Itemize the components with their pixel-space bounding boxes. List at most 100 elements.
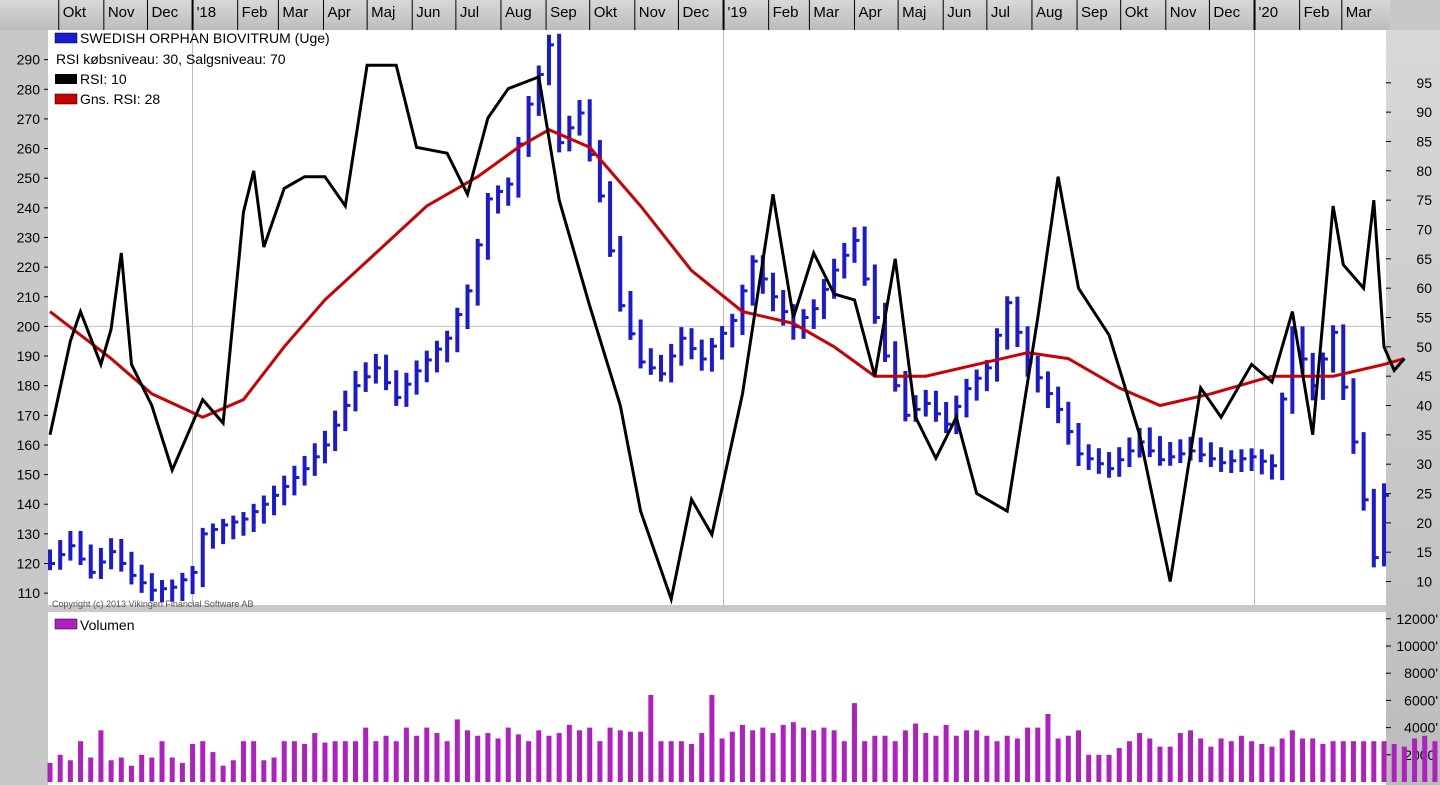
volume-bar xyxy=(1116,748,1122,782)
volume-bar xyxy=(1086,754,1092,782)
y-left-tick-label: 240 xyxy=(17,200,41,216)
volume-tick-label: 12000' xyxy=(1396,611,1438,627)
volume-bar xyxy=(1259,743,1265,782)
x-tick-label: Okt xyxy=(63,4,87,21)
volume-bar xyxy=(1249,741,1255,782)
volume-bar xyxy=(352,741,358,782)
y-right-tick-label: 45 xyxy=(1416,368,1432,384)
volume-bar xyxy=(271,757,277,782)
x-axis-ticks: Okt Nov Dec '18 Feb Mar Apr Maj Jun Jul Aug Sep Okt N… xyxy=(58,0,1372,30)
volume-tick-label: 4000' xyxy=(1404,720,1438,736)
volume-bar xyxy=(88,757,94,782)
volume-bar xyxy=(485,733,491,782)
volume-bar xyxy=(566,724,572,782)
volume-bar xyxy=(302,743,308,782)
volume-bar xyxy=(1188,730,1194,782)
volume-bar xyxy=(465,730,471,782)
x-tick-label: Maj xyxy=(902,4,926,21)
volume-bar xyxy=(607,727,613,782)
volume-bar xyxy=(210,752,216,782)
volume-bar xyxy=(872,735,878,782)
y-right-tick-label: 30 xyxy=(1416,456,1432,472)
volume-bar xyxy=(1310,738,1316,782)
x-tick-label: Aug xyxy=(1036,4,1063,21)
volume-bar xyxy=(78,741,84,782)
volume-bar xyxy=(159,741,165,782)
y-left-tick-label: 190 xyxy=(17,348,41,364)
volume-bar xyxy=(536,730,542,782)
y-right-tick-label: 60 xyxy=(1416,280,1432,296)
x-tick-label: Jul xyxy=(460,4,479,21)
x-tick-label: '20 xyxy=(1259,4,1279,21)
right-axis-strip xyxy=(1386,30,1440,785)
x-tick-label: Okt xyxy=(594,4,618,21)
volume-bar xyxy=(281,741,287,782)
y-left-tick-label: 140 xyxy=(17,496,41,512)
x-tick-label: Mar xyxy=(1346,4,1372,21)
x-tick-label: Feb xyxy=(242,4,268,21)
volume-bar xyxy=(434,733,440,782)
x-tick-label: Jun xyxy=(416,4,440,21)
volume-bar xyxy=(98,730,104,782)
x-tick-label: Nov xyxy=(639,4,666,21)
volume-bar xyxy=(1137,733,1143,782)
volume-bar xyxy=(363,727,369,782)
x-tick-label: Dec xyxy=(682,4,709,21)
y-right-tick-label: 55 xyxy=(1416,310,1432,326)
volume-bar xyxy=(1096,754,1102,782)
volume-bar xyxy=(627,731,633,782)
volume-bar xyxy=(1208,746,1214,782)
volume-bars xyxy=(47,694,1438,782)
volume-bar xyxy=(475,735,481,782)
volume-bar xyxy=(719,738,725,782)
legend-label-avg-rsi: Gns. RSI: 28 xyxy=(80,91,160,107)
volume-bar xyxy=(383,735,389,782)
x-tick-label: '18 xyxy=(197,4,217,21)
y-left-tick-label: 270 xyxy=(17,111,41,127)
volume-bar xyxy=(597,741,603,782)
x-tick-label: Nov xyxy=(1170,4,1197,21)
volume-bar xyxy=(373,741,379,782)
y-right-tick-label: 10 xyxy=(1416,574,1432,590)
y-left-tick-label: 110 xyxy=(18,585,41,601)
y-left-tick-label: 120 xyxy=(17,556,41,572)
volume-bar xyxy=(1361,741,1367,782)
legend-swatch-avg-rsi xyxy=(54,93,78,105)
volume-bar xyxy=(1279,738,1285,782)
x-tick-label: Sep xyxy=(1081,4,1108,21)
y-right-tick-label: 75 xyxy=(1416,192,1432,208)
volume-bar xyxy=(811,730,817,782)
volume-bar xyxy=(902,730,908,782)
price-panel xyxy=(48,30,1386,605)
x-tick-label: Feb xyxy=(1304,4,1330,21)
y-left-tick-label: 150 xyxy=(17,467,41,483)
volume-bar xyxy=(230,760,236,782)
volume-bar xyxy=(862,741,868,782)
volume-bar xyxy=(1004,735,1010,782)
volume-bar xyxy=(1412,738,1418,782)
volume-bar xyxy=(739,724,745,782)
volume-bar xyxy=(139,754,145,782)
x-tick-label: Apr xyxy=(327,4,350,21)
volume-bar xyxy=(515,734,521,782)
y-left-tick-label: 160 xyxy=(17,437,41,453)
volume-bar xyxy=(1014,738,1020,782)
volume-bar xyxy=(444,741,450,782)
x-tick-label: Nov xyxy=(108,4,135,21)
price-legend: SWEDISH ORPHAN BIOVITRUM (Uge) RSI købsn… xyxy=(54,30,330,107)
volume-bar xyxy=(128,765,134,782)
x-tick-label: Jul xyxy=(991,4,1010,21)
volume-bar xyxy=(699,733,705,782)
rsi-line xyxy=(48,63,1406,605)
volume-bar xyxy=(831,730,837,782)
volume-bar xyxy=(251,741,257,782)
volume-bar xyxy=(1065,735,1071,782)
y-left-tick-label: 260 xyxy=(17,141,41,157)
x-axis-strip xyxy=(0,0,1390,30)
volume-bar xyxy=(1025,727,1031,782)
volume-bar xyxy=(1177,733,1183,782)
volume-bar xyxy=(770,733,776,782)
y-left-tick-label: 290 xyxy=(17,52,41,68)
volume-bar xyxy=(108,760,114,782)
